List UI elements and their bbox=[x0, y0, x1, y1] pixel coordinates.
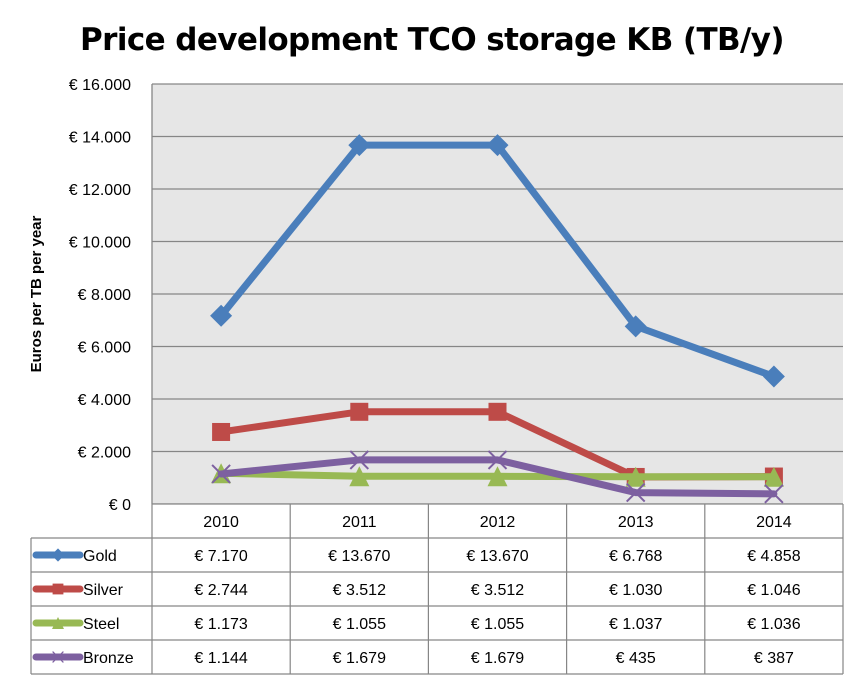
legend-key-gold bbox=[32, 548, 84, 562]
data-point-bronze bbox=[764, 484, 784, 504]
legend-label: Silver bbox=[83, 582, 124, 599]
data-point-silver bbox=[350, 402, 369, 421]
table-cell-value: € 13.670 bbox=[466, 548, 528, 565]
y-tick-label: € 2.000 bbox=[78, 445, 131, 462]
x-tick-label: 2013 bbox=[618, 514, 654, 531]
data-point-steel bbox=[625, 466, 646, 487]
series-gold bbox=[210, 134, 785, 388]
table-cell-value: € 3.512 bbox=[471, 582, 524, 599]
y-tick-label: € 4.000 bbox=[78, 392, 131, 409]
table-cell-value: € 1.679 bbox=[333, 650, 386, 667]
legend-label: Steel bbox=[83, 616, 119, 633]
data-point-steel bbox=[349, 466, 370, 487]
table-cell-value: € 6.768 bbox=[609, 548, 662, 565]
legend-label: Gold bbox=[83, 548, 117, 565]
data-point-bronze bbox=[487, 450, 508, 470]
x-tick-label: 2012 bbox=[480, 514, 516, 531]
x-tick-label: 2014 bbox=[756, 514, 792, 531]
table-cell-value: € 1.055 bbox=[471, 616, 524, 633]
x-tick-label: 2010 bbox=[203, 514, 239, 531]
table-cell-value: € 1.679 bbox=[471, 650, 524, 667]
data-point-gold bbox=[486, 134, 509, 157]
y-axis-ticks: € 0 € 2.000 € 4.000 € 6.000 € 8.000 € 10.000 €… bbox=[69, 77, 131, 514]
data-point-silver bbox=[488, 402, 507, 421]
chart-title: Price development TCO storage KB (TB/y) bbox=[80, 22, 784, 58]
legend-key-bronze bbox=[32, 651, 84, 663]
legend-marker bbox=[52, 617, 64, 629]
data-point-steel bbox=[763, 466, 784, 487]
data-point-gold bbox=[348, 134, 371, 157]
legend-label: Bronze bbox=[83, 650, 134, 667]
data-table: 2010 2011 2012 2013 2014 Gold € 7.170 € 13.670 €… bbox=[30, 503, 844, 675]
y-tick-label: € 6.000 bbox=[78, 340, 131, 357]
table-cell-value: € 1.030 bbox=[609, 582, 662, 599]
table-cell-value: € 1.144 bbox=[194, 650, 247, 667]
table-cell-value: € 7.170 bbox=[194, 548, 247, 565]
y-tick-label: € 8.000 bbox=[78, 287, 131, 304]
data-point-steel bbox=[487, 466, 508, 487]
table-cell-value: € 2.744 bbox=[194, 582, 247, 599]
y-axis-label: Euros per TB per year bbox=[28, 215, 45, 372]
data-point-bronze bbox=[625, 482, 646, 503]
series-bronze bbox=[211, 450, 784, 504]
table-cell-value: € 4.858 bbox=[747, 548, 800, 565]
series-group bbox=[210, 134, 785, 504]
data-point-gold bbox=[624, 315, 647, 338]
data-point-gold bbox=[762, 365, 785, 388]
table-cell-value: € 13.670 bbox=[328, 548, 390, 565]
legend-marker bbox=[52, 583, 64, 595]
data-point-bronze bbox=[211, 464, 231, 484]
legend-marker bbox=[52, 651, 64, 663]
table-cell-value: € 435 bbox=[616, 650, 656, 667]
y-tick-label: € 14.000 bbox=[69, 130, 131, 147]
legend-marker-square-icon bbox=[52, 583, 64, 595]
table-cell-value: € 1.037 bbox=[609, 616, 662, 633]
x-tick-label: 2011 bbox=[342, 514, 377, 531]
table-cell-value: € 1.173 bbox=[194, 616, 247, 633]
table-cell-value: € 1.036 bbox=[747, 616, 800, 633]
legend-marker-triangle-icon bbox=[52, 617, 64, 629]
legend-key-steel bbox=[32, 617, 84, 629]
y-tick-label: € 16.000 bbox=[69, 77, 131, 94]
table-background bbox=[152, 504, 843, 674]
data-point-silver bbox=[212, 422, 231, 441]
legend-key-silver bbox=[32, 583, 84, 595]
legend-marker-x-icon bbox=[52, 651, 64, 663]
table-cell-value: € 3.512 bbox=[333, 582, 386, 599]
data-point-gold bbox=[210, 304, 233, 327]
data-point-bronze bbox=[349, 450, 370, 470]
table-cell-value: € 1.046 bbox=[747, 582, 800, 599]
y-tick-label: € 12.000 bbox=[69, 182, 131, 199]
table-cell-value: € 1.055 bbox=[333, 616, 386, 633]
y-tick-label: € 10.000 bbox=[69, 235, 131, 252]
y-tick-label: € 0 bbox=[109, 497, 131, 514]
table-cell-value: € 387 bbox=[754, 650, 794, 667]
